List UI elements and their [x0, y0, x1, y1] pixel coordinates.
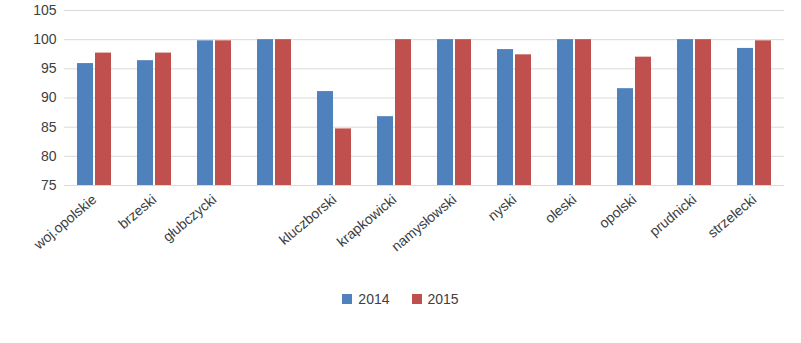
svg-text:kluczborski: kluczborski	[276, 191, 339, 248]
svg-text:brzeski: brzeski	[115, 191, 159, 232]
svg-text:namysłowski: namysłowski	[388, 191, 459, 254]
svg-text:95: 95	[41, 60, 57, 76]
svg-text:oleski: oleski	[542, 191, 580, 226]
svg-text:100: 100	[33, 31, 57, 47]
svg-text:prudnicki: prudnicki	[646, 191, 699, 239]
svg-text:woj.opolskie: woj.opolskie	[30, 191, 100, 253]
svg-text:krapkowicki: krapkowicki	[333, 191, 400, 250]
svg-text:90: 90	[41, 89, 57, 105]
svg-text:105: 105	[33, 2, 57, 18]
svg-text:80: 80	[41, 148, 57, 164]
svg-text:głubczycki: głubczycki	[160, 191, 220, 245]
html-text:2014: 2014	[358, 291, 390, 307]
html-text:2015: 2015	[427, 291, 459, 307]
svg-text:opolski: opolski	[596, 191, 640, 231]
svg-text:75: 75	[41, 177, 57, 193]
svg-text:85: 85	[41, 119, 57, 135]
svg-text:strzelecki: strzelecki	[704, 191, 759, 241]
svg-text:nyski: nyski	[485, 191, 520, 224]
